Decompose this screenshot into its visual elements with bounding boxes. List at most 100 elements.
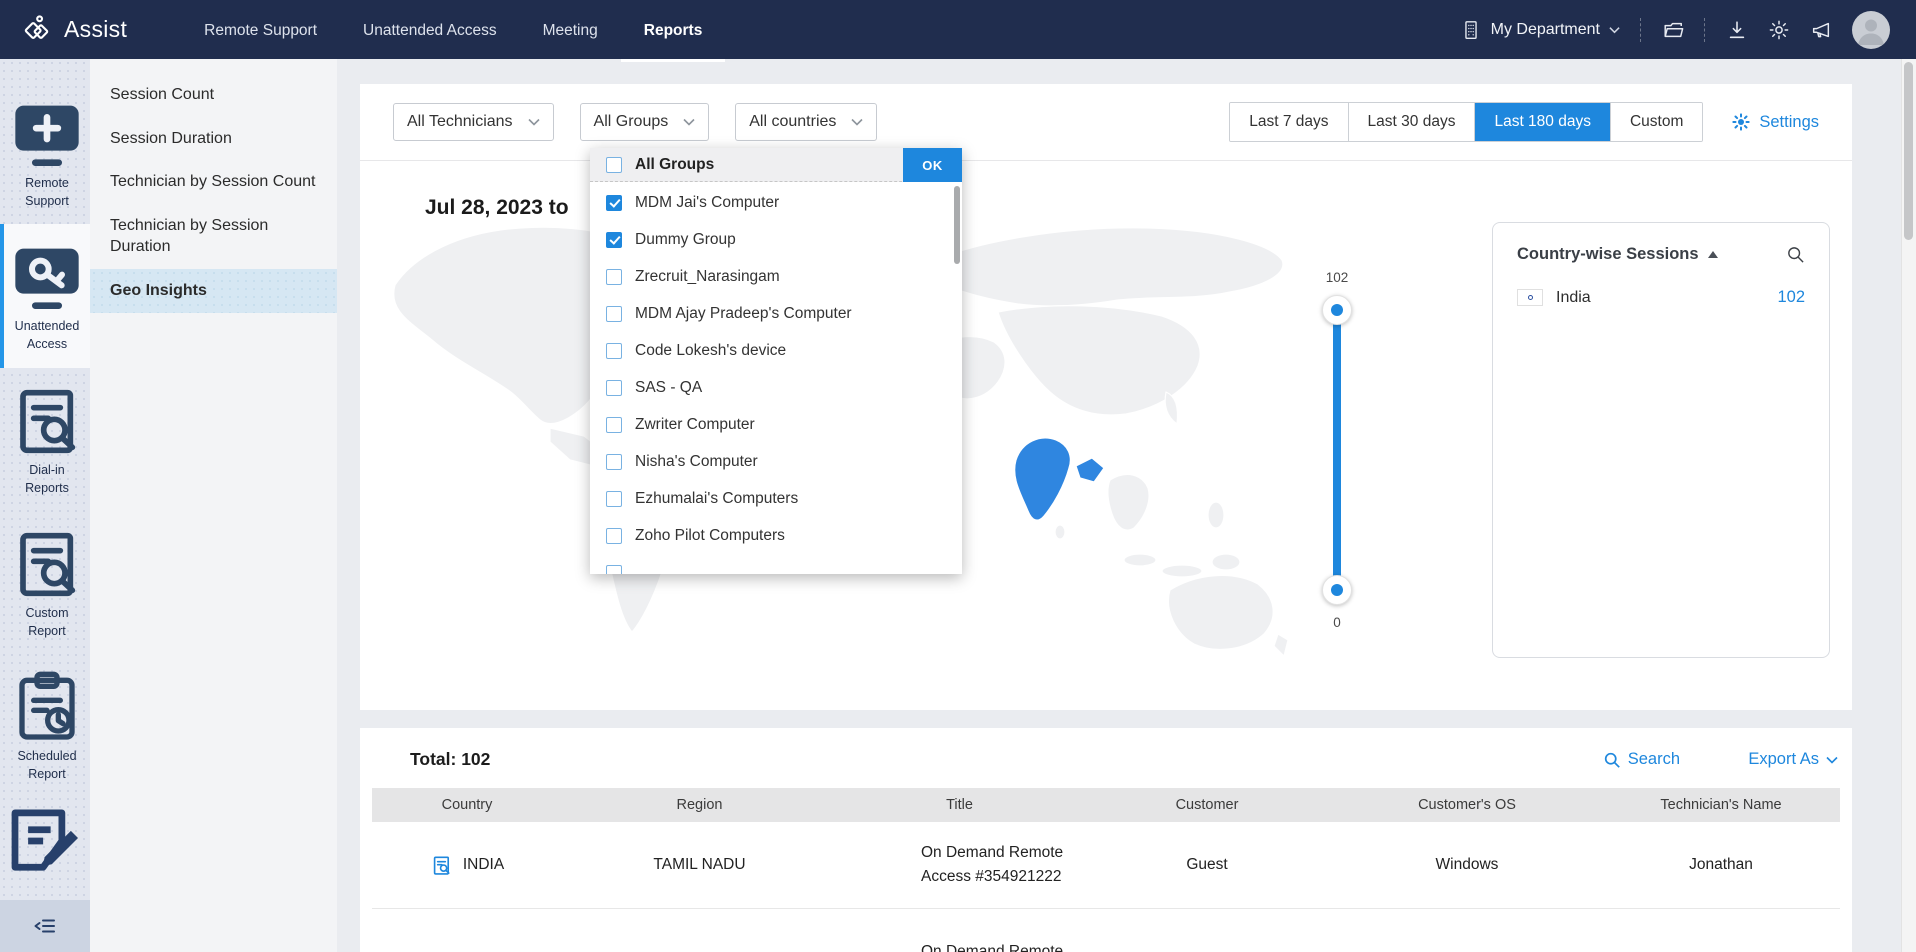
map-australia [1168,575,1273,649]
submenu-session-count[interactable]: Session Count [90,73,337,117]
select-all-checkbox[interactable] [606,157,622,173]
folder-icon[interactable] [1662,19,1684,41]
ok-button[interactable]: OK [903,148,962,182]
group-checkbox[interactable] [606,195,622,211]
group-checkbox[interactable] [606,306,622,322]
department-switcher[interactable]: My Department [1460,19,1620,41]
table-row[interactable]: INDIA TAMIL NADU On Demand Remote Access… [372,822,1840,908]
divider [1704,18,1706,42]
cell-region: TAMIL NADU [562,856,837,874]
total-count-label: Total: 102 [410,749,490,770]
col-region: Region [562,797,837,813]
group-checkbox[interactable] [606,491,622,507]
collapse-sidebar-icon[interactable] [33,914,57,938]
export-as-button[interactable]: Export As [1748,750,1838,769]
range-custom[interactable]: Custom [1610,103,1702,141]
assist-logo[interactable]: Assist [22,14,127,46]
countries-select[interactable]: All countries [735,103,877,141]
gear-icon[interactable] [1768,19,1790,41]
assist-logo-icon [22,14,54,46]
slider-handle-max[interactable] [1322,295,1352,325]
chevron-down-icon [528,118,540,126]
group-checkbox[interactable] [606,269,622,285]
group-option[interactable]: Dummy Group [590,221,962,258]
search-label: Search [1628,750,1680,769]
map-country-india [1015,438,1071,520]
india-flag-icon [1517,289,1543,306]
unattended-access-icon [7,237,87,317]
submenu-technician-by-session-duration[interactable]: Technician by Session Duration [90,204,337,269]
submenu-technician-by-session-count[interactable]: Technician by Session Count [90,160,337,204]
filter-toolbar: All Technicians All Groups All countries… [360,84,1852,161]
slider-handle-min[interactable] [1322,575,1352,605]
group-option[interactable]: SAS - QA [590,369,962,406]
range-last-7-days[interactable]: Last 7 days [1230,103,1347,141]
icon-sidebar: Remote Support Unattended Access Dial-in… [0,59,90,952]
group-option[interactable]: Zwriter Computer [590,406,962,443]
range-last-30-days[interactable]: Last 30 days [1348,103,1475,141]
group-checkbox[interactable] [606,417,622,433]
range-last-180-days[interactable]: Last 180 days [1474,103,1610,141]
col-country: Country [372,797,562,813]
group-option[interactable]: Ezhumalai's Computers [590,480,962,517]
chevron-down-icon [1609,26,1620,34]
group-option[interactable]: Code Lokesh's device [590,332,962,369]
group-checkbox[interactable] [606,232,622,248]
cell-technician: Jonathan [1602,856,1840,874]
report-submenu: Session Count Session Duration Technicia… [90,59,337,952]
sidebar-item-remote-support[interactable]: Remote Support [0,81,90,224]
user-avatar[interactable] [1852,11,1890,49]
country-session-count: 102 [1777,288,1805,307]
group-option[interactable]: MDM Jai's Computer [590,184,962,221]
settings-gear-icon [1731,112,1751,132]
nav-remote-support[interactable]: Remote Support [181,0,340,62]
page-scrollbar[interactable] [1901,59,1916,952]
cell-customer-os: Windows [1332,856,1602,874]
sidebar-item-label: Remote Support [7,174,87,210]
group-checkbox[interactable] [606,380,622,396]
sidebar-item-custom-report[interactable]: Custom Report [0,511,90,654]
download-icon[interactable] [1726,19,1748,41]
sessions-table-section: Total: 102 Search Export As Country Regi… [360,728,1852,952]
group-option[interactable]: MDM Ajay Pradeep's Computer [590,295,962,332]
sidebar-item-dial-in-reports[interactable]: Dial-in Reports [0,368,90,511]
search-icon [1603,751,1621,769]
map-new-zealand [1274,634,1288,656]
country-row-india[interactable]: India 102 [1517,288,1805,307]
group-checkbox[interactable] [606,343,622,359]
settings-button[interactable]: Settings [1731,112,1819,132]
submenu-geo-insights[interactable]: Geo Insights [90,269,337,313]
sidebar-item-label: Unattended Access [7,317,87,353]
submenu-session-duration[interactable]: Session Duration [90,117,337,161]
table-row[interactable]: On Demand Remote [372,908,1840,952]
group-option-partial[interactable] [590,554,962,574]
panel-search-icon[interactable] [1786,245,1805,264]
sort-ascending-icon[interactable] [1708,251,1718,258]
dropdown-scrollbar-thumb[interactable] [954,186,960,264]
search-button[interactable]: Search [1603,750,1680,769]
page-scrollbar-thumb[interactable] [1904,62,1913,240]
group-checkbox[interactable] [606,454,622,470]
divider [1640,18,1642,42]
group-checkbox[interactable] [606,565,622,575]
nav-meeting[interactable]: Meeting [520,0,621,62]
map-scale-slider: 102 0 [1312,270,1362,660]
sidebar-item-scheduled-report[interactable]: Scheduled Report [0,654,90,797]
technicians-select[interactable]: All Technicians [393,103,554,141]
nav-unattended-access[interactable]: Unattended Access [340,0,520,62]
nav-reports[interactable]: Reports [621,0,726,62]
group-option[interactable]: Nisha's Computer [590,443,962,480]
date-range-heading: Jul 28, 2023 to [425,196,569,220]
map-sri-lanka [1055,525,1065,539]
chevron-down-icon [851,118,863,126]
announcement-icon[interactable] [1810,19,1832,41]
groups-select[interactable]: All Groups [580,103,710,141]
feedback-icon[interactable] [0,796,90,886]
sidebar-item-unattended-access[interactable]: Unattended Access [0,224,90,367]
col-technician-name: Technician's Name [1602,797,1840,813]
map-sumatra [1124,554,1156,566]
group-option[interactable]: Zoho Pilot Computers [590,517,962,554]
scheduled-report-icon [7,667,87,747]
group-checkbox[interactable] [606,528,622,544]
group-option[interactable]: Zrecruit_Narasingam [590,258,962,295]
